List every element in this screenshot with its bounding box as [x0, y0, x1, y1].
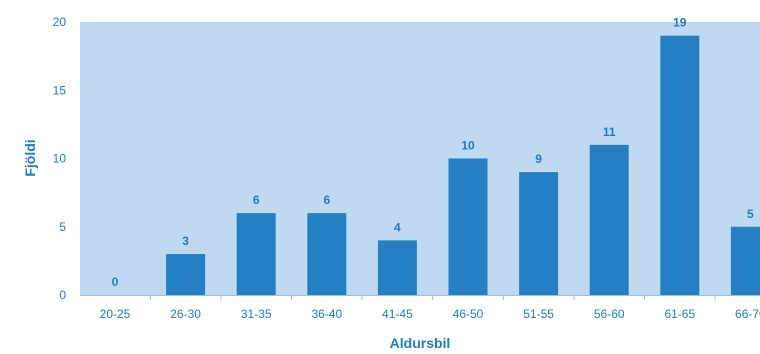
bar [519, 172, 559, 295]
x-tick-label: 36-40 [311, 307, 342, 321]
x-tick-label: 31-35 [241, 307, 272, 321]
x-tick-label: 46-50 [453, 307, 484, 321]
bar [166, 254, 206, 295]
data-label: 3 [182, 234, 189, 248]
bar [589, 144, 629, 295]
bar [448, 158, 488, 295]
data-label: 4 [394, 220, 401, 234]
data-label: 10 [461, 139, 475, 153]
data-label: 6 [323, 193, 330, 207]
data-label: 9 [535, 152, 542, 166]
bar [377, 240, 417, 295]
data-labels: 0 3 6 6 4 10 9 11 19 5 [112, 16, 754, 289]
y-tick-labels: 0 5 10 15 20 [53, 15, 67, 302]
bar [660, 35, 700, 296]
data-label: 5 [747, 207, 754, 221]
y-tick-label: 10 [53, 152, 67, 166]
data-label: 19 [673, 16, 687, 30]
data-label: 6 [253, 193, 260, 207]
y-tick-label: 20 [53, 15, 67, 29]
x-tick-label: 66-70 [735, 307, 760, 321]
x-tick-labels: 20-25 26-30 31-35 36-40 41-45 46-50 51-55 56-60… [100, 307, 760, 321]
x-tick-label: 20-25 [100, 307, 131, 321]
x-tick-label: 51-55 [523, 307, 554, 321]
data-label: 11 [603, 125, 616, 139]
x-axis-title: Aldursbil [390, 335, 451, 351]
x-tick-label: 56-60 [594, 307, 625, 321]
y-tick-label: 0 [59, 288, 66, 302]
y-tick-label: 15 [53, 83, 67, 97]
bars [166, 35, 760, 296]
plot-area [80, 22, 760, 295]
bar [236, 213, 276, 295]
x-tick-marks [149, 295, 716, 300]
x-tick-label: 26-30 [170, 307, 201, 321]
y-axis-title: Fjöldi [22, 139, 38, 176]
x-tick-label: 41-45 [382, 307, 413, 321]
y-tick-label: 5 [59, 220, 66, 234]
bar [730, 226, 760, 295]
data-label: 0 [112, 275, 119, 289]
bar [307, 213, 347, 295]
x-tick-label: 61-65 [664, 307, 695, 321]
